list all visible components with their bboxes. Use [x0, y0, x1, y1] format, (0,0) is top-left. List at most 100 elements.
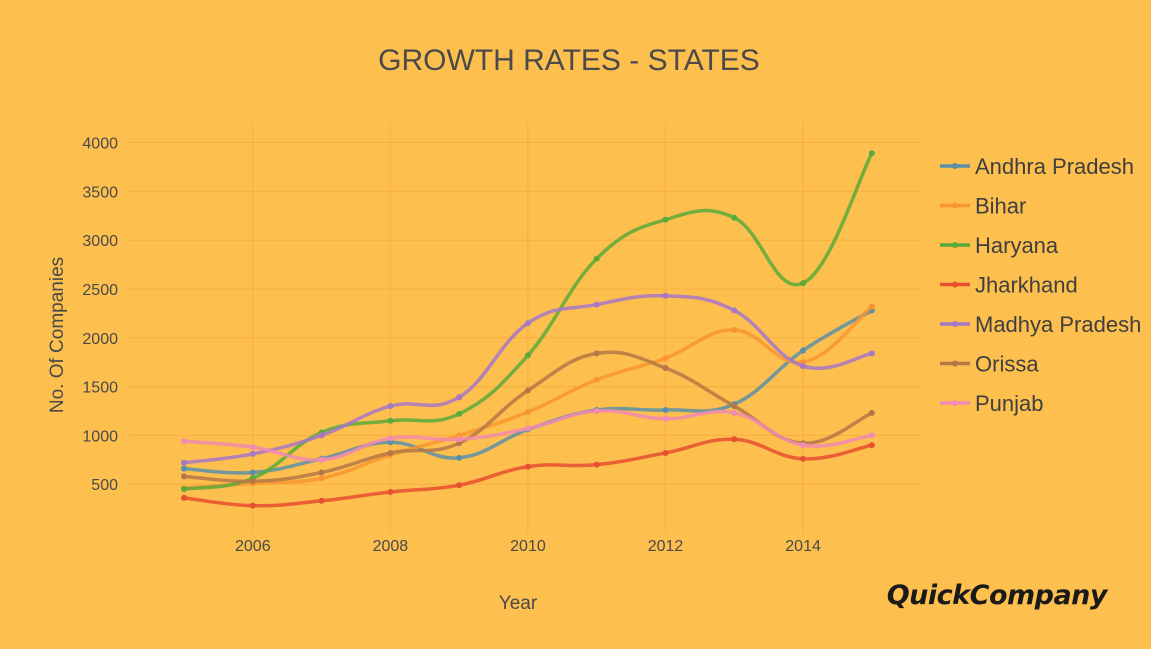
legend: Andhra Pradesh Bihar Haryana Jharkhand Madhy… [940, 154, 1141, 416]
data-point [593, 301, 600, 308]
data-point [868, 350, 875, 357]
data-point [387, 435, 394, 442]
y-tick-label: 4000 [82, 136, 118, 153]
chart-title: GROWTH RATES - STATES [378, 44, 760, 77]
data-point [731, 214, 738, 221]
legend-item-andhra-pradesh[interactable]: Andhra Pradesh [940, 154, 1134, 179]
data-point [593, 350, 600, 357]
data-point [456, 394, 463, 401]
legend-label: Orissa [975, 352, 1039, 377]
data-point [800, 280, 807, 287]
data-point [387, 489, 394, 495]
legend-item-orissa[interactable]: Orissa [940, 352, 1039, 377]
data-point [662, 216, 669, 223]
data-point [387, 449, 394, 456]
data-point [524, 387, 531, 394]
data-point [868, 409, 875, 416]
y-tick-label: 3000 [82, 233, 118, 250]
data-point [249, 478, 256, 485]
data-point [662, 292, 669, 299]
data-point [524, 425, 531, 432]
data-point [249, 450, 256, 457]
data-point [456, 410, 463, 417]
y-tick-label: 1500 [82, 380, 118, 397]
data-point [731, 436, 738, 443]
data-point [800, 442, 807, 449]
data-point [181, 486, 188, 493]
data-point [318, 469, 325, 476]
data-point [731, 307, 738, 314]
y-tick-label: 500 [91, 477, 118, 494]
data-point [593, 376, 600, 383]
x-tick-label: 2006 [235, 538, 271, 555]
data-point [249, 444, 256, 451]
gridlines [129, 123, 920, 533]
data-point [662, 365, 669, 372]
legend-item-haryana[interactable]: Haryana [940, 233, 1059, 258]
data-point [524, 463, 531, 470]
data-point [456, 454, 463, 461]
y-axis-ticks: 500 1000 1500 2000 2500 3000 3500 4000 [82, 136, 118, 495]
legend-label: Haryana [975, 233, 1059, 258]
y-tick-label: 2000 [82, 331, 118, 348]
data-point [731, 326, 738, 333]
series-madhya-pradesh [181, 292, 875, 466]
data-point [524, 352, 531, 359]
legend-marker [952, 281, 958, 288]
x-tick-label: 2008 [373, 538, 409, 555]
legend-item-madhya-pradesh[interactable]: Madhya Pradesh [940, 312, 1141, 337]
x-axis-ticks: 2006 2008 2010 2012 2014 [235, 538, 821, 555]
data-point [181, 459, 188, 466]
legend-label: Punjab [975, 391, 1044, 416]
data-point [800, 347, 807, 354]
data-point [593, 407, 600, 414]
series-jharkhand [181, 436, 875, 509]
legend-label: Andhra Pradesh [975, 154, 1134, 179]
legend-item-punjab[interactable]: Punjab [940, 391, 1044, 416]
data-point [387, 417, 394, 424]
x-tick-label: 2012 [648, 538, 684, 555]
data-point [662, 415, 669, 422]
legend-item-jharkhand[interactable]: Jharkhand [940, 273, 1078, 298]
legend-label: Jharkhand [975, 273, 1078, 298]
data-point [868, 442, 875, 449]
data-point [800, 455, 807, 462]
data-point [524, 320, 531, 327]
quickcompany-logo: QuickCompany [886, 580, 1108, 611]
data-point [456, 436, 463, 443]
data-point [387, 403, 394, 410]
legend-marker [952, 202, 958, 209]
data-point [181, 465, 188, 472]
legend-label: Madhya Pradesh [975, 312, 1141, 337]
legend-marker [952, 400, 958, 406]
y-tick-label: 2500 [82, 282, 118, 299]
data-point [868, 432, 875, 439]
data-point [662, 407, 669, 413]
data-point [181, 494, 188, 501]
series-punjab [181, 407, 875, 463]
legend-marker [952, 321, 958, 327]
y-tick-label: 3500 [82, 184, 118, 201]
legend-item-bihar[interactable]: Bihar [940, 194, 1026, 219]
data-point [318, 475, 325, 482]
data-point [800, 363, 807, 370]
y-axis-title: No. Of Companies [47, 257, 68, 413]
data-point [181, 473, 188, 480]
data-point [731, 403, 738, 410]
x-tick-label: 2014 [785, 538, 821, 555]
data-point [318, 456, 325, 463]
data-point [456, 482, 463, 489]
data-point [868, 150, 875, 157]
legend-marker [952, 163, 958, 169]
data-point [662, 449, 669, 456]
y-tick-label: 1000 [82, 428, 118, 445]
data-point [662, 355, 669, 362]
data-point [249, 469, 256, 476]
data-point [181, 438, 188, 445]
data-point [318, 432, 325, 439]
legend-marker [952, 360, 958, 367]
x-axis-title: Year [499, 593, 538, 614]
legend-label: Bihar [975, 194, 1026, 219]
x-tick-label: 2010 [510, 538, 546, 555]
